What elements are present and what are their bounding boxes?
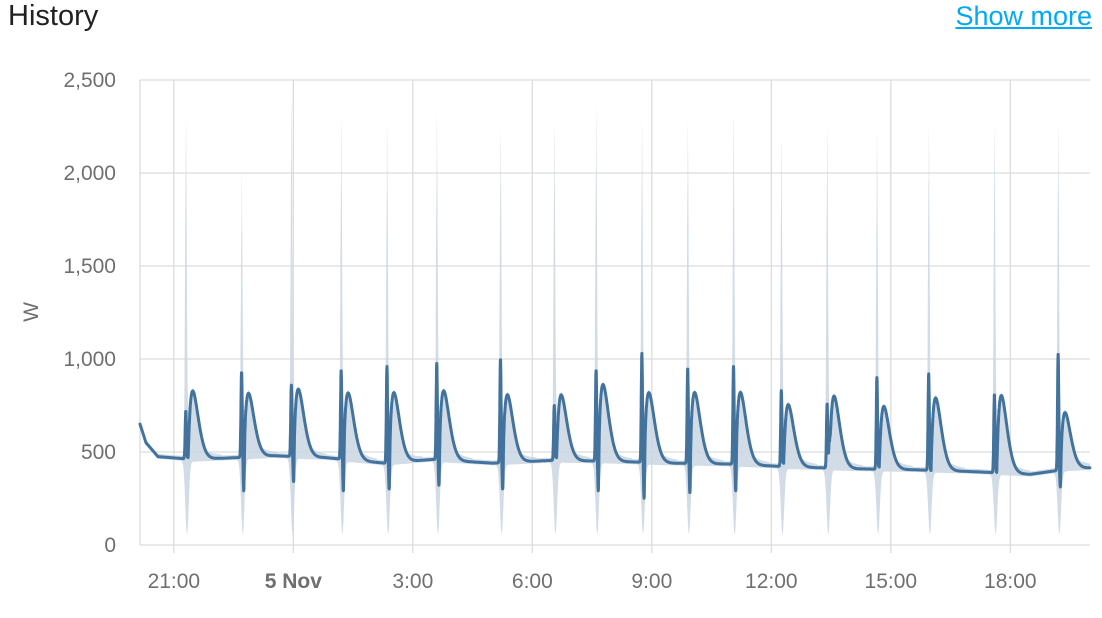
y-tick-label: 2,000 (63, 162, 116, 185)
x-tick-label: 12:00 (745, 570, 798, 593)
grid-lines (139, 79, 1090, 553)
show-more-link[interactable]: Show more (955, 1, 1092, 31)
x-axis-ticks: 21:00 5 Nov 3:00 6:00 9:00 12:00 15:00 18:00 (148, 570, 1037, 593)
y-tick-label: 1,000 (63, 348, 116, 371)
x-tick-label: 6:00 (512, 570, 553, 593)
y-tick-label: 1,500 (63, 255, 116, 278)
y-axis-label: W (20, 302, 43, 322)
min-max-band (140, 92, 1090, 534)
power-line (138, 351, 1092, 500)
x-tick-label: 3:00 (392, 570, 433, 593)
x-tick-label: 18:00 (984, 570, 1037, 593)
y-axis-ticks: 0 500 1,000 1,500 2,000 2,500 (63, 69, 116, 557)
x-tick-label: 5 Nov (265, 570, 323, 593)
card-title: History (8, 0, 99, 32)
x-tick-label: 15:00 (865, 570, 918, 593)
x-tick-label: 21:00 (148, 570, 201, 593)
x-tick-label: 9:00 (631, 570, 672, 593)
y-tick-label: 500 (81, 441, 116, 464)
min-max-band-area (140, 92, 1090, 534)
y-tick-label: 2,500 (63, 69, 116, 92)
power-series (138, 351, 1092, 500)
y-tick-label: 0 (104, 534, 116, 557)
